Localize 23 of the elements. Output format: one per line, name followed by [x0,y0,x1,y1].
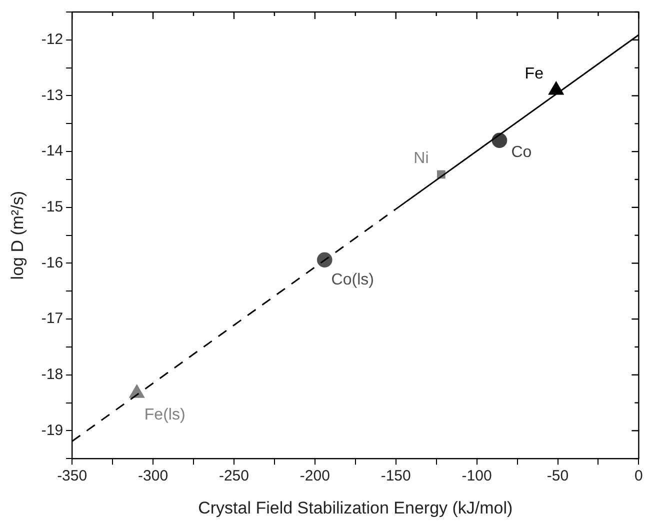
x-tick-label: -200 [300,468,330,485]
x-axis-title: Crystal Field Stabilization Energy (kJ/mol) [198,498,513,518]
y-tick-label: -12 [41,31,64,48]
y-tick-label: -19 [41,422,64,439]
y-tick-label: -13 [41,86,64,104]
x-tick-label: 0 [634,468,643,485]
series-label: Co [511,144,532,161]
series-label: Co(ls) [331,271,374,288]
x-tick-label: -100 [462,468,492,485]
x-tick-label: -250 [218,468,249,485]
y-tick-label: -16 [41,254,64,272]
x-tick-label: -350 [57,468,88,485]
y-axis-title: log D (m²/s) [8,190,27,280]
y-tick-label: -18 [41,366,64,384]
y-tick-label: -17 [41,310,64,328]
x-tick-label: -150 [380,468,411,485]
y-tick-label: -15 [41,198,64,216]
x-tick-label: -50 [546,468,569,485]
series-label: Fe(ls) [144,406,186,424]
series-label: Ni [414,150,429,167]
series-label: Fe [524,66,544,83]
y-tick-label: -14 [41,142,64,160]
x-tick-label: -300 [138,468,168,485]
